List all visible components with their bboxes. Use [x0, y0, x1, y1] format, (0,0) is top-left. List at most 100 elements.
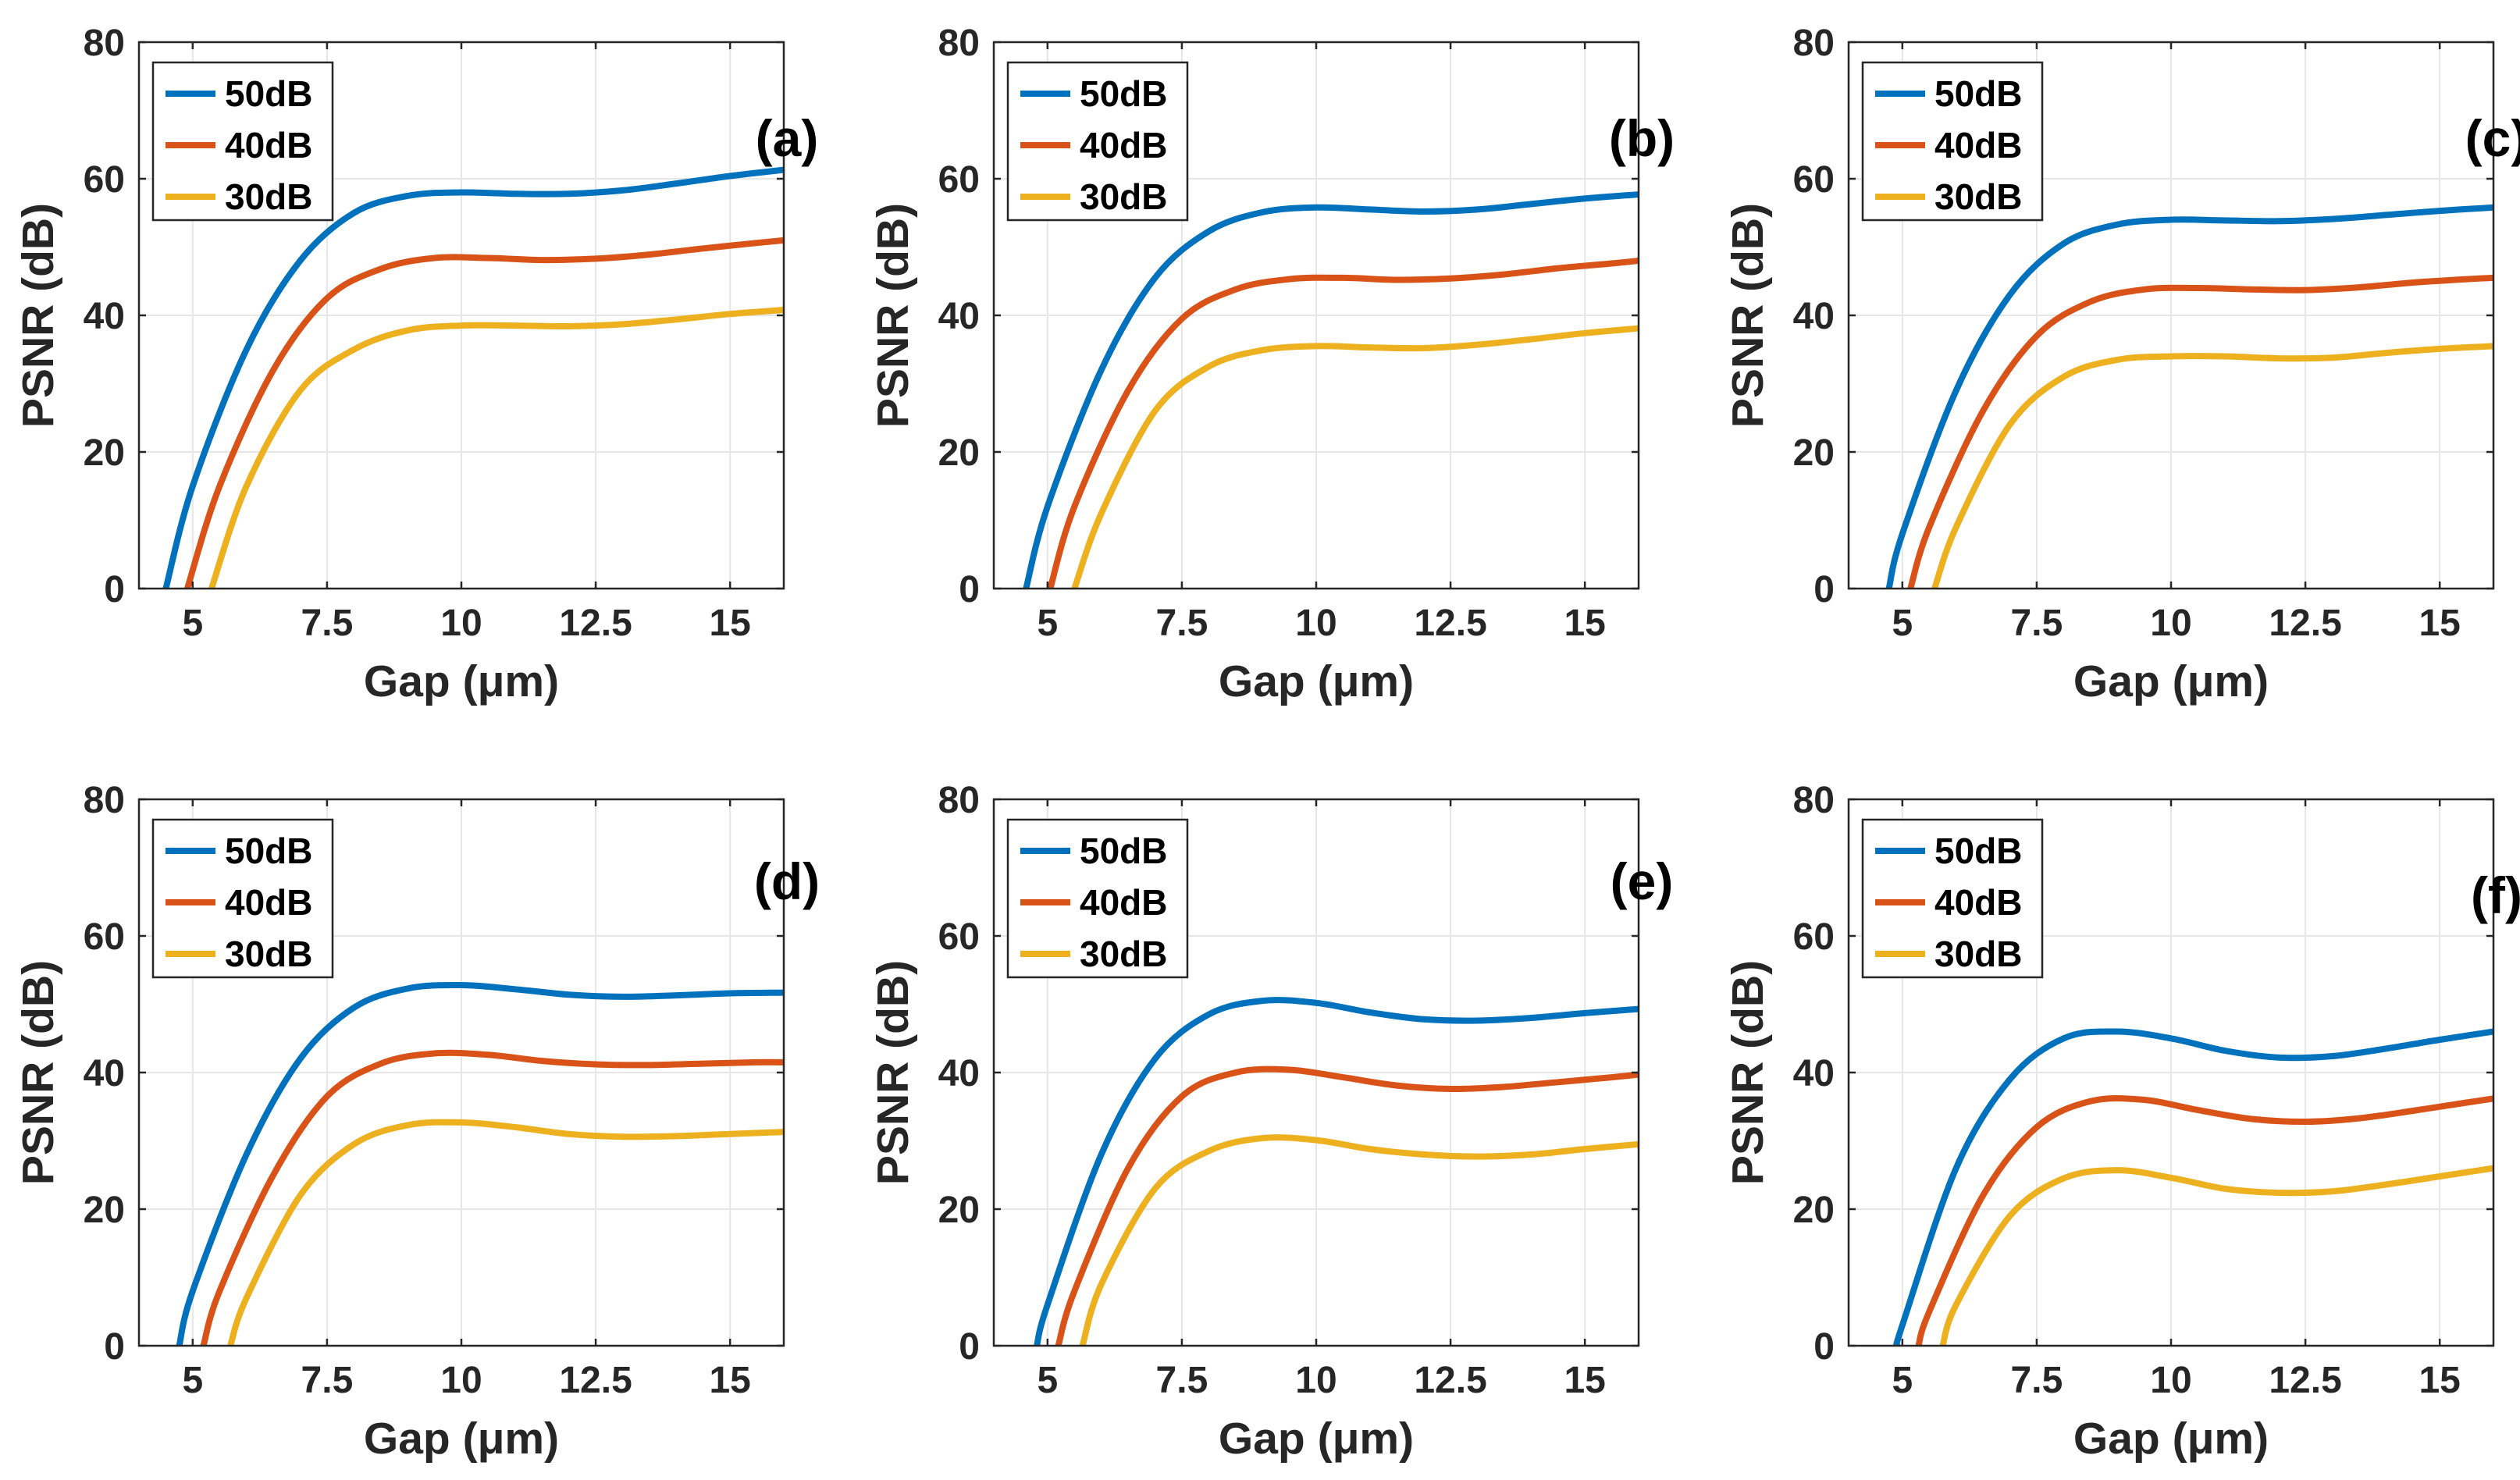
- series-group: [1023, 191, 1639, 589]
- y-tick-label: 20: [84, 432, 125, 474]
- x-tick-label: 5: [1037, 603, 1058, 644]
- legend-entry-50dB: 50dB: [225, 73, 312, 114]
- panel-label: (e): [1611, 852, 1674, 910]
- y-tick-label: 60: [1793, 159, 1835, 201]
- x-axis-label: Gap (μm): [1219, 656, 1414, 706]
- x-axis-label: Gap (μm): [2073, 1414, 2269, 1464]
- y-tick-label: 80: [1793, 780, 1835, 821]
- x-axis-label: Gap (μm): [1219, 1414, 1414, 1464]
- chart-panel-c: 5 7.5 10 12.5 15 0 20 40 60 80 Gap (μm) PSNR (dB) (c…: [1723, 23, 2520, 706]
- legend-entry-50dB: 50dB: [1080, 831, 1167, 871]
- y-tick-label: 0: [104, 1326, 125, 1368]
- legend-entry-50dB: 50dB: [1080, 73, 1167, 114]
- series-line-40dB: [1907, 274, 2493, 589]
- y-tick-label: 40: [84, 296, 125, 337]
- y-tick-label: 80: [938, 780, 980, 821]
- series-line-50dB: [1893, 1028, 2493, 1346]
- series-line-50dB: [1023, 191, 1639, 589]
- series-line-40dB: [200, 1049, 784, 1346]
- legend: 50dB 40dB 30dB: [151, 61, 334, 222]
- y-tick-label: 40: [1793, 1053, 1835, 1094]
- y-axis-label: PSNR (dB): [1723, 203, 1773, 428]
- legend-entry-30dB: 30dB: [225, 176, 312, 217]
- y-tick-label: 40: [84, 1053, 125, 1094]
- x-tick-label: 10: [440, 603, 482, 644]
- x-tick-label: 10: [1295, 603, 1337, 644]
- x-tick-label: 5: [1037, 1360, 1058, 1401]
- x-tick-label: 7.5: [1156, 603, 1208, 644]
- x-tick-label: 15: [709, 1360, 750, 1401]
- y-tick-label: 20: [938, 432, 980, 474]
- x-axis-label: Gap (μm): [2073, 656, 2269, 706]
- y-tick-label: 0: [959, 569, 980, 610]
- series-line-30dB: [1931, 343, 2493, 589]
- y-axis-label: PSNR (dB): [868, 203, 918, 428]
- x-axis-label: Gap (μm): [364, 656, 559, 706]
- series-line-30dB: [208, 307, 784, 589]
- series-group: [162, 166, 784, 589]
- chart-panel-f: 5 7.5 10 12.5 15 0 20 40 60 80 Gap (μm) PSNR (dB) (f…: [1723, 780, 2520, 1464]
- x-tick-label: 7.5: [2011, 603, 2063, 644]
- x-axis-label: Gap (μm): [364, 1414, 559, 1464]
- series-line-40dB: [1047, 258, 1639, 589]
- y-tick-label: 20: [84, 1190, 125, 1231]
- y-tick-label: 40: [938, 296, 980, 337]
- x-tick-label: 10: [440, 1360, 482, 1401]
- x-tick-label: 5: [1892, 1360, 1913, 1401]
- x-tick-label: 5: [1892, 603, 1913, 644]
- y-tick-label: 60: [1793, 916, 1835, 958]
- legend-entry-40dB: 40dB: [1934, 882, 2022, 923]
- x-tick-label: 7.5: [301, 1360, 354, 1401]
- chart-panel-e: 5 7.5 10 12.5 15 0 20 40 60 80 Gap (μm) PSNR (dB) (e…: [868, 780, 1673, 1464]
- legend: 50dB 40dB 30dB: [1861, 61, 2044, 222]
- x-tick-label: 15: [1564, 603, 1605, 644]
- legend-entry-40dB: 40dB: [1080, 882, 1167, 923]
- series-line-50dB: [176, 981, 784, 1346]
- series-line-30dB: [1939, 1165, 2493, 1346]
- legend-entry-50dB: 50dB: [1934, 831, 2022, 871]
- x-tick-label: 15: [2419, 603, 2460, 644]
- x-tick-label: 12.5: [2269, 1360, 2341, 1401]
- y-tick-label: 0: [1813, 569, 1835, 610]
- legend-entry-40dB: 40dB: [1080, 125, 1167, 165]
- x-tick-label: 10: [2150, 1360, 2191, 1401]
- series-group: [1893, 1028, 2493, 1346]
- y-axis-label: PSNR (dB): [868, 960, 918, 1185]
- y-tick-label: 40: [1793, 296, 1835, 337]
- x-tick-label: 15: [2419, 1360, 2460, 1401]
- x-tick-label: 12.5: [559, 1360, 632, 1401]
- legend-entry-40dB: 40dB: [1934, 125, 2022, 165]
- legend-entry-30dB: 30dB: [1080, 176, 1167, 217]
- x-tick-label: 12.5: [559, 603, 632, 644]
- y-tick-label: 0: [959, 1326, 980, 1368]
- panel-label: (a): [756, 109, 819, 167]
- legend: 50dB 40dB 30dB: [151, 818, 334, 979]
- legend-entry-30dB: 30dB: [1934, 934, 2022, 974]
- x-tick-label: 10: [2150, 603, 2191, 644]
- legend-entry-50dB: 50dB: [1934, 73, 2022, 114]
- y-tick-label: 40: [938, 1053, 980, 1094]
- y-tick-label: 60: [84, 159, 125, 201]
- series-line-50dB: [162, 166, 784, 589]
- series-line-50dB: [1034, 997, 1639, 1346]
- series-line-40dB: [1915, 1094, 2493, 1346]
- x-tick-label: 7.5: [1156, 1360, 1208, 1401]
- series-line-30dB: [1071, 325, 1639, 589]
- legend-entry-40dB: 40dB: [225, 125, 312, 165]
- y-tick-label: 20: [1793, 432, 1835, 474]
- x-tick-label: 7.5: [301, 603, 354, 644]
- legend-entry-50dB: 50dB: [225, 831, 312, 871]
- x-tick-label: 12.5: [1414, 603, 1486, 644]
- y-tick-label: 60: [938, 916, 980, 958]
- panel-label: (b): [1609, 109, 1675, 167]
- legend-entry-30dB: 30dB: [225, 934, 312, 974]
- y-axis-label: PSNR (dB): [1723, 960, 1773, 1185]
- x-tick-label: 12.5: [2269, 603, 2341, 644]
- x-tick-label: 7.5: [2011, 1360, 2063, 1401]
- panel-label: (c): [2465, 109, 2520, 167]
- y-tick-label: 80: [84, 780, 125, 821]
- legend-entry-30dB: 30dB: [1080, 934, 1167, 974]
- y-tick-label: 0: [104, 569, 125, 610]
- y-tick-label: 60: [84, 916, 125, 958]
